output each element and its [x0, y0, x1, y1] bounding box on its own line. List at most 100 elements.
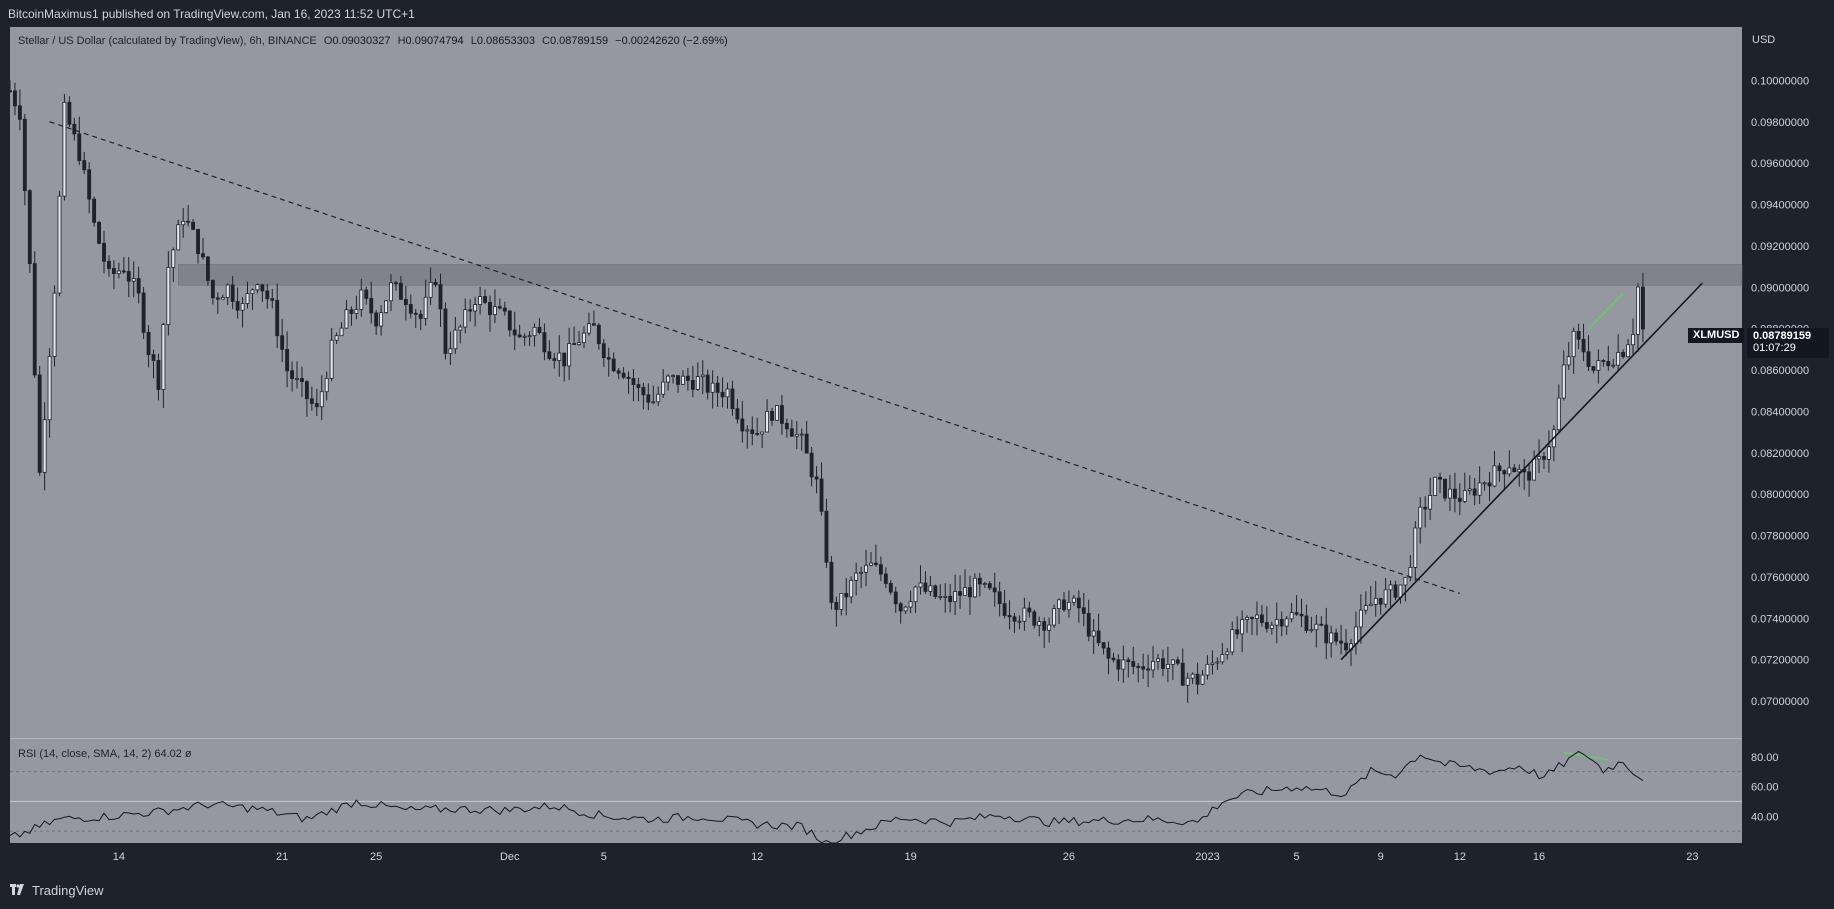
candle-body — [1502, 470, 1507, 475]
candle-body — [1057, 599, 1061, 609]
candle-body — [1507, 467, 1512, 475]
candle-body — [176, 224, 181, 251]
candle-body — [1012, 616, 1017, 622]
rsi-tick-label: 60.00 — [1751, 782, 1779, 794]
candle-body — [403, 298, 408, 305]
candle-body — [1324, 624, 1329, 644]
candle-body — [864, 564, 868, 573]
time-tick-label: 19 — [904, 851, 916, 863]
candle-body — [344, 309, 349, 329]
candle-body — [1066, 601, 1071, 611]
candle-body — [1636, 286, 1640, 335]
candle-body — [735, 408, 740, 420]
candle-body — [591, 323, 596, 326]
candle-body — [1091, 630, 1096, 637]
time-tick-label: Dec — [500, 851, 520, 863]
candle-body — [606, 357, 611, 360]
candle-body — [730, 388, 735, 410]
candle-body — [62, 101, 67, 197]
candle-body — [354, 309, 359, 314]
candle-body — [215, 297, 220, 300]
candle-body — [300, 378, 304, 382]
candle-body — [1329, 632, 1334, 644]
candle-body — [1022, 607, 1027, 622]
candle-body — [1532, 458, 1537, 481]
candle-body — [1269, 624, 1274, 629]
candle-body — [953, 591, 958, 603]
candle-body — [1393, 584, 1398, 598]
candle-body — [131, 278, 136, 282]
candle-body — [225, 284, 230, 298]
candle-body — [295, 378, 299, 380]
candle-body — [67, 101, 72, 125]
candle-body — [1309, 629, 1314, 632]
resistance-band — [177, 264, 1743, 286]
chart-area[interactable]: 0.07000000 0.07200000 0.07400000 0.07600000… — [0, 27, 1834, 872]
candle-body — [587, 323, 591, 334]
candle-body — [1344, 642, 1348, 651]
candle-body — [22, 118, 27, 192]
candle-body — [1542, 456, 1546, 460]
price-tick-label: 0.07000000 — [1751, 696, 1809, 708]
close-value: 0.08789159 — [549, 35, 609, 47]
candle-body — [1353, 626, 1358, 645]
candle-body — [963, 587, 967, 596]
candle-body — [695, 376, 700, 390]
open-value: 0.09030327 — [332, 35, 391, 47]
candle-body — [913, 586, 918, 603]
candle-body — [47, 355, 52, 421]
candle-body — [775, 405, 779, 421]
candle-body — [111, 268, 116, 274]
candle-body — [166, 266, 171, 325]
candle-body — [8, 90, 12, 93]
candle-body — [1141, 666, 1146, 670]
candle-body — [1255, 614, 1259, 619]
candle-body — [1482, 482, 1487, 485]
candle-body — [1195, 673, 1200, 685]
candle-body — [1319, 623, 1324, 626]
high-value: 0.09074794 — [405, 35, 464, 47]
candle-body — [968, 587, 972, 598]
candle-body — [522, 335, 527, 338]
candle-body — [1111, 657, 1116, 661]
descending-trendline — [49, 121, 1461, 595]
candle-body — [903, 606, 908, 612]
candle-body — [1170, 659, 1175, 665]
candle-body — [384, 300, 389, 313]
candle-body — [517, 334, 522, 338]
chart-svg[interactable]: 0.07000000 0.07200000 0.07400000 0.07600000… — [0, 27, 1834, 872]
candle-body — [37, 374, 42, 473]
candle-body — [1576, 330, 1581, 340]
time-tick-label: 5 — [1293, 851, 1299, 863]
candle-body — [824, 510, 829, 563]
candle-body — [1378, 597, 1383, 605]
price-tick-label: 0.09000000 — [1751, 282, 1809, 294]
candle-body — [1596, 360, 1601, 371]
candle-body — [849, 579, 854, 598]
candle-body — [418, 313, 423, 319]
open-label: O — [323, 35, 333, 47]
high-label: H — [397, 35, 406, 47]
candle-body — [1259, 614, 1264, 623]
candle-body — [488, 302, 492, 316]
candle-body — [1403, 576, 1408, 586]
low-label: L — [470, 35, 477, 47]
candle-body — [646, 394, 651, 403]
candle-body — [448, 348, 453, 354]
candle-body — [146, 331, 151, 356]
candle-body — [141, 292, 146, 333]
price-axis-bg — [1742, 27, 1834, 872]
candle-body — [1136, 666, 1141, 668]
candle-body — [205, 256, 210, 281]
price-tick-label: 0.09400000 — [1751, 200, 1809, 212]
candle-body — [433, 282, 438, 286]
candle-body — [121, 270, 126, 273]
candle-body — [1462, 490, 1467, 502]
candle-body — [17, 105, 22, 120]
candle-body — [666, 375, 671, 383]
symbol-title: Stellar / US Dollar (calculated by Tradi… — [18, 35, 317, 47]
candle-body — [374, 312, 379, 327]
candle-body — [1443, 478, 1447, 499]
price-tick-label: 0.07400000 — [1751, 613, 1809, 625]
candle-body — [186, 220, 191, 223]
